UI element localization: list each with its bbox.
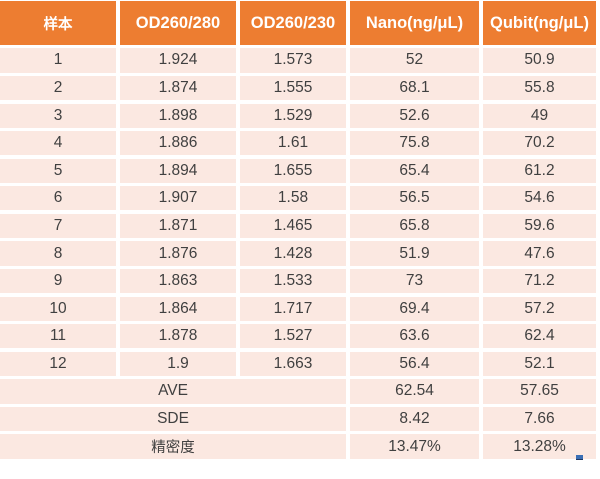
cell-od280: 1.871 (120, 213, 236, 239)
cell-sample: 12 (0, 351, 116, 376)
cell-od280: 1.874 (120, 75, 236, 101)
cell-od230: 1.533 (240, 269, 346, 294)
cell-od230: 1.655 (240, 158, 346, 183)
cell-qubit: 47.6 (483, 241, 596, 266)
summary-nano-ave: 62.54 (350, 379, 479, 404)
cell-sample: 1 (0, 48, 116, 73)
cell-od280: 1.9 (120, 351, 236, 376)
cell-qubit: 62.4 (483, 324, 596, 349)
cell-sample: 9 (0, 269, 116, 294)
summary-label-ave: AVE (0, 379, 346, 404)
cell-nano: 56.5 (350, 186, 479, 211)
cell-od230: 1.61 (240, 131, 346, 156)
cell-od280: 1.907 (120, 186, 236, 211)
cell-qubit: 70.2 (483, 131, 596, 156)
cell-qubit: 49 (483, 103, 596, 128)
cell-od280: 1.863 (120, 269, 236, 294)
cell-nano: 52.6 (350, 103, 479, 128)
cell-nano: 65.4 (350, 158, 479, 183)
summary-qubit-sde: 7.66 (483, 406, 596, 432)
cell-od230: 1.717 (240, 296, 346, 321)
summary-label-precision: 精密度 (0, 434, 346, 459)
cell-qubit: 54.6 (483, 186, 596, 211)
cell-sample: 7 (0, 213, 116, 239)
cell-sample: 8 (0, 241, 116, 266)
cell-sample: 11 (0, 324, 116, 349)
cell-od230: 1.58 (240, 186, 346, 211)
column-header-qubit: Qubit(ng/μL) (483, 1, 596, 45)
cell-qubit: 50.9 (483, 48, 596, 73)
cell-od230: 1.573 (240, 48, 346, 73)
column-header-od260-230: OD260/230 (240, 1, 346, 45)
cell-qubit: 61.2 (483, 158, 596, 183)
cell-sample: 2 (0, 75, 116, 101)
cell-sample: 3 (0, 103, 116, 128)
cell-od230: 1.465 (240, 213, 346, 239)
cell-sample: 5 (0, 158, 116, 183)
blue-artifact-dot (576, 455, 583, 460)
column-header-od260-280: OD260/280 (120, 1, 236, 45)
cell-nano: 52 (350, 48, 479, 73)
column-header-sample: 样本 (0, 1, 116, 45)
summary-label-sde: SDE (0, 406, 346, 432)
cell-qubit: 57.2 (483, 296, 596, 321)
summary-nano-sde: 8.42 (350, 406, 479, 432)
cell-od280: 1.876 (120, 241, 236, 266)
cell-od280: 1.898 (120, 103, 236, 128)
column-header-nano: Nano(ng/μL) (350, 1, 479, 45)
cell-sample: 10 (0, 296, 116, 321)
cell-nano: 51.9 (350, 241, 479, 266)
cell-nano: 56.4 (350, 351, 479, 376)
cell-nano: 73 (350, 269, 479, 294)
cell-qubit: 52.1 (483, 351, 596, 376)
cell-nano: 68.1 (350, 75, 479, 101)
cell-nano: 63.6 (350, 324, 479, 349)
cell-sample: 4 (0, 131, 116, 156)
cell-od230: 1.663 (240, 351, 346, 376)
summary-nano-precision: 13.47% (350, 434, 479, 459)
cell-od280: 1.894 (120, 158, 236, 183)
cell-od230: 1.428 (240, 241, 346, 266)
cell-nano: 65.8 (350, 213, 479, 239)
cell-sample: 6 (0, 186, 116, 211)
cell-od230: 1.529 (240, 103, 346, 128)
cell-qubit: 71.2 (483, 269, 596, 294)
summary-qubit-ave: 57.65 (483, 379, 596, 404)
cell-od280: 1.864 (120, 296, 236, 321)
cell-nano: 75.8 (350, 131, 479, 156)
summary-qubit-precision: 13.28% (483, 434, 596, 459)
cell-qubit: 55.8 (483, 75, 596, 101)
cell-qubit: 59.6 (483, 213, 596, 239)
cell-od230: 1.555 (240, 75, 346, 101)
cell-od280: 1.924 (120, 48, 236, 73)
cell-od230: 1.527 (240, 324, 346, 349)
sample-quality-table: 样本 OD260/280 OD260/230 Nano(ng/μL) Qubit… (0, 1, 596, 459)
cell-nano: 69.4 (350, 296, 479, 321)
cell-od280: 1.878 (120, 324, 236, 349)
cell-od280: 1.886 (120, 131, 236, 156)
